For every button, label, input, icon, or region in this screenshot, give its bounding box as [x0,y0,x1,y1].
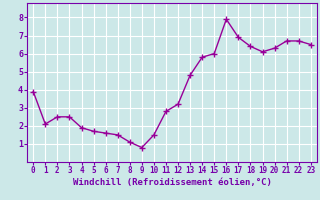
X-axis label: Windchill (Refroidissement éolien,°C): Windchill (Refroidissement éolien,°C) [73,178,271,187]
